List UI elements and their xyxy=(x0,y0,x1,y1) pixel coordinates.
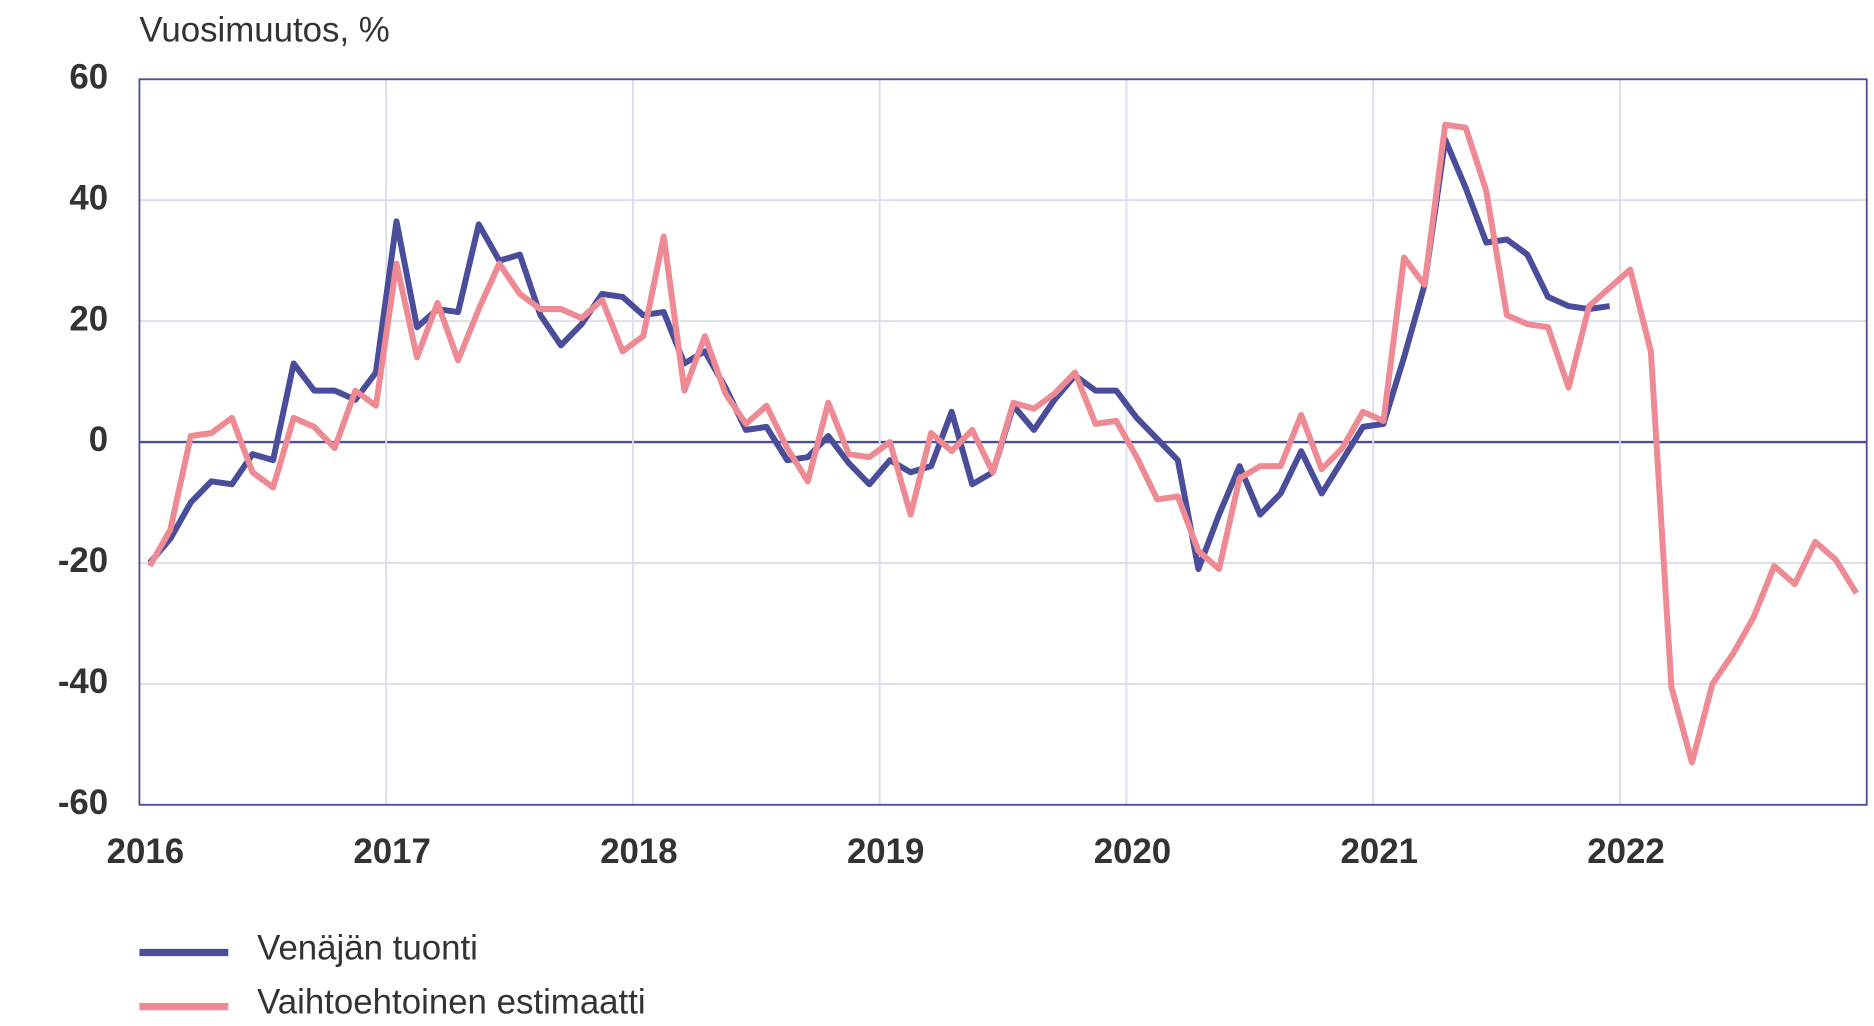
y-axis-label: Vuosimuutos, % xyxy=(139,11,389,50)
x-tick-label: 2017 xyxy=(353,832,430,871)
y-tick-label: -20 xyxy=(58,541,108,580)
legend-label: Vaihtoehtoinen estimaatti xyxy=(257,982,646,1021)
x-tick-label: 2019 xyxy=(847,832,924,871)
data-line xyxy=(147,121,1859,766)
y-tick-label: -40 xyxy=(58,662,108,701)
plot-frame xyxy=(138,78,1868,806)
y-tick-label: 0 xyxy=(89,420,108,459)
y-tick-label: 40 xyxy=(69,178,108,217)
x-tick-label: 2022 xyxy=(1587,832,1664,871)
data-line xyxy=(147,136,1611,573)
y-tick-label: 60 xyxy=(69,57,108,96)
x-tick-label: 2021 xyxy=(1340,832,1417,871)
legend-label: Venäjän tuonti xyxy=(257,928,478,967)
y-tick-label: 20 xyxy=(69,299,108,338)
y-tick-label: -60 xyxy=(58,783,108,822)
x-tick-label: 2016 xyxy=(107,832,184,871)
x-tick-label: 2020 xyxy=(1094,832,1171,871)
x-tick-label: 2018 xyxy=(600,832,677,871)
